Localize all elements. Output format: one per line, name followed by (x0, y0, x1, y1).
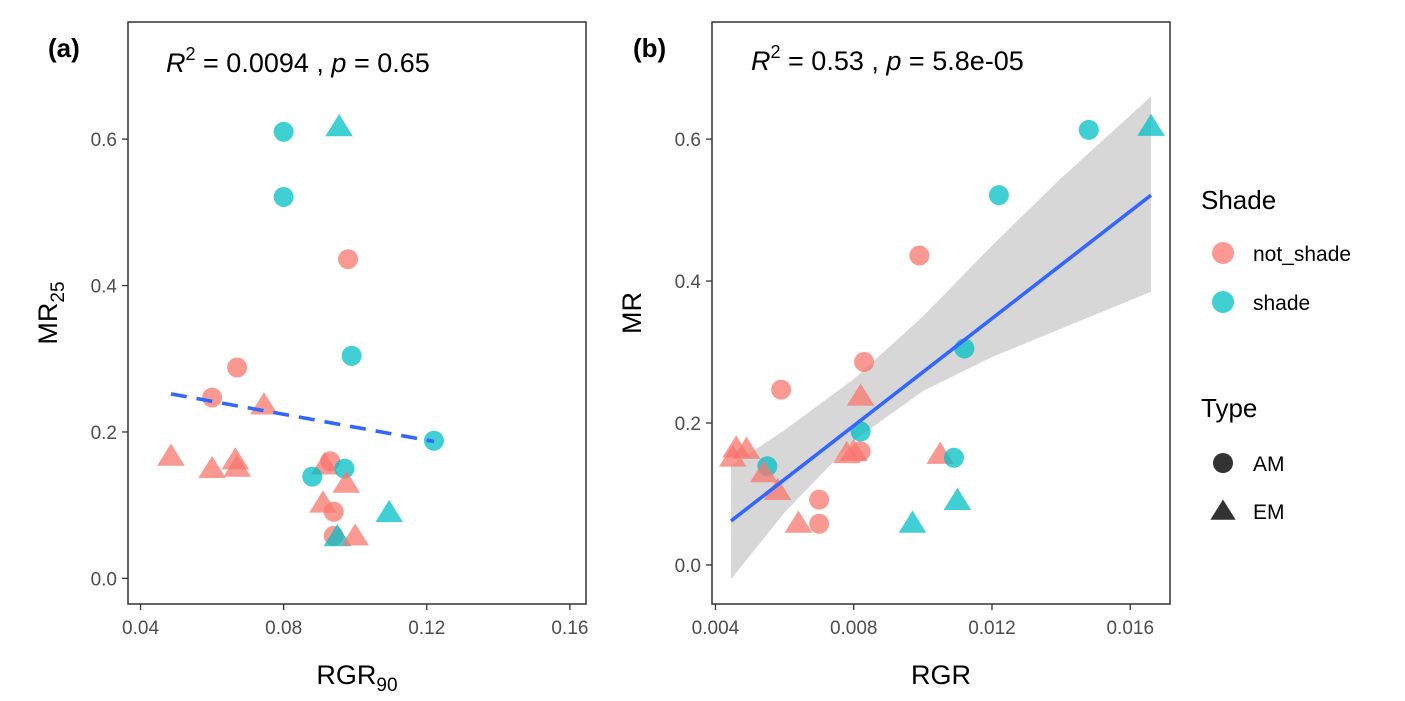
data-point-24 (898, 510, 927, 533)
legend-key-not_shade (1212, 242, 1234, 264)
stat-annotation: R2 = 0.53 , p = 5.8e-05 (751, 42, 1024, 76)
data-point-0 (273, 121, 294, 142)
data-point-16 (718, 444, 747, 467)
panel-label: (b) (633, 33, 666, 63)
x-axis-title: RGR (911, 660, 971, 690)
data-point-6 (771, 379, 792, 400)
y-tick-label: 0.0 (91, 569, 117, 590)
data-point-17 (332, 470, 361, 493)
data-point-5 (227, 357, 248, 378)
data-point-23 (341, 523, 370, 546)
panel-b: 0.004 0.008 0.012 0.016 0.0 0.2 0.4 0.6 RGR MR (b)… (617, 21, 1171, 690)
legend-title-shade: Shade (1201, 185, 1276, 215)
y-axis-title: MR25 (33, 281, 69, 344)
x-tick-label: 0.008 (830, 618, 878, 639)
data-point-1 (325, 114, 353, 137)
data-point-19 (763, 477, 792, 501)
data-point-3 (338, 249, 359, 270)
data-point-19 (323, 501, 344, 522)
y-tick-label: 0.4 (675, 272, 702, 293)
panel-border (711, 21, 1171, 605)
data-point-21 (943, 487, 972, 510)
x-tick-label: 0.16 (551, 618, 588, 639)
data-point-9 (157, 443, 185, 466)
data-point-1 (1137, 113, 1165, 136)
x-tick-label: 0.04 (122, 618, 159, 639)
x-tick-label: 0.12 (408, 618, 445, 639)
legend-key-AM (1213, 453, 1233, 473)
legend-label-AM: AM (1253, 453, 1285, 476)
data-point-2 (988, 185, 1009, 206)
data-point-23 (784, 510, 813, 533)
legend-label-EM: EM (1253, 501, 1285, 524)
legend-key-shade (1212, 291, 1234, 313)
stat-annotation: R2 = 0.0094 , p = 0.65 (166, 44, 430, 78)
x-axis-title: RGR90 (316, 660, 397, 696)
y-tick-label: 0.4 (91, 277, 118, 298)
regression-line (170, 392, 435, 444)
legend-label-not_shade: not_shade (1253, 243, 1351, 266)
data-point-20 (375, 499, 404, 523)
data-point-10 (732, 436, 761, 459)
data-point-18 (750, 460, 778, 483)
y-tick-label: 0.2 (675, 414, 701, 435)
legend-title-type: Type (1201, 393, 1257, 423)
data-point-15 (943, 447, 964, 468)
data-point-22 (323, 524, 352, 547)
data-point-0 (1078, 119, 1099, 140)
legend-label-shade: shade (1253, 292, 1310, 315)
data-point-7 (846, 383, 875, 406)
y-tick-label: 0.2 (91, 423, 117, 444)
plot-background (128, 22, 586, 604)
x-tick-label: 0.004 (692, 618, 740, 639)
data-point-22 (809, 513, 830, 534)
data-point-13 (833, 440, 861, 464)
data-point-11 (198, 455, 226, 479)
data-point-3 (909, 245, 930, 266)
y-tick-label: 0.6 (675, 130, 701, 151)
data-point-6 (202, 387, 223, 408)
data-point-4 (341, 345, 362, 366)
y-tick-label: 0.0 (675, 556, 701, 577)
x-tick-label: 0.08 (265, 618, 302, 639)
x-tick-label: 0.016 (1106, 618, 1154, 639)
x-tick-label: 0.012 (968, 618, 1016, 639)
data-point-5 (854, 351, 875, 372)
data-point-2 (273, 186, 294, 207)
y-axis-title: MR (617, 292, 647, 334)
legend-key-EM (1210, 499, 1236, 520)
panel-a: 0.04 0.08 0.12 0.16 0.0 0.2 0.4 0.6 RGR90 MR25 (a)… (33, 21, 588, 696)
panel-border (127, 21, 587, 605)
data-point-15 (334, 458, 355, 479)
data-point-12 (223, 454, 251, 477)
data-point-20 (809, 489, 830, 510)
data-point-16 (302, 466, 323, 487)
regression-line (729, 193, 1153, 523)
panel-label: (a) (48, 33, 80, 63)
y-tick-label: 0.6 (91, 130, 117, 151)
